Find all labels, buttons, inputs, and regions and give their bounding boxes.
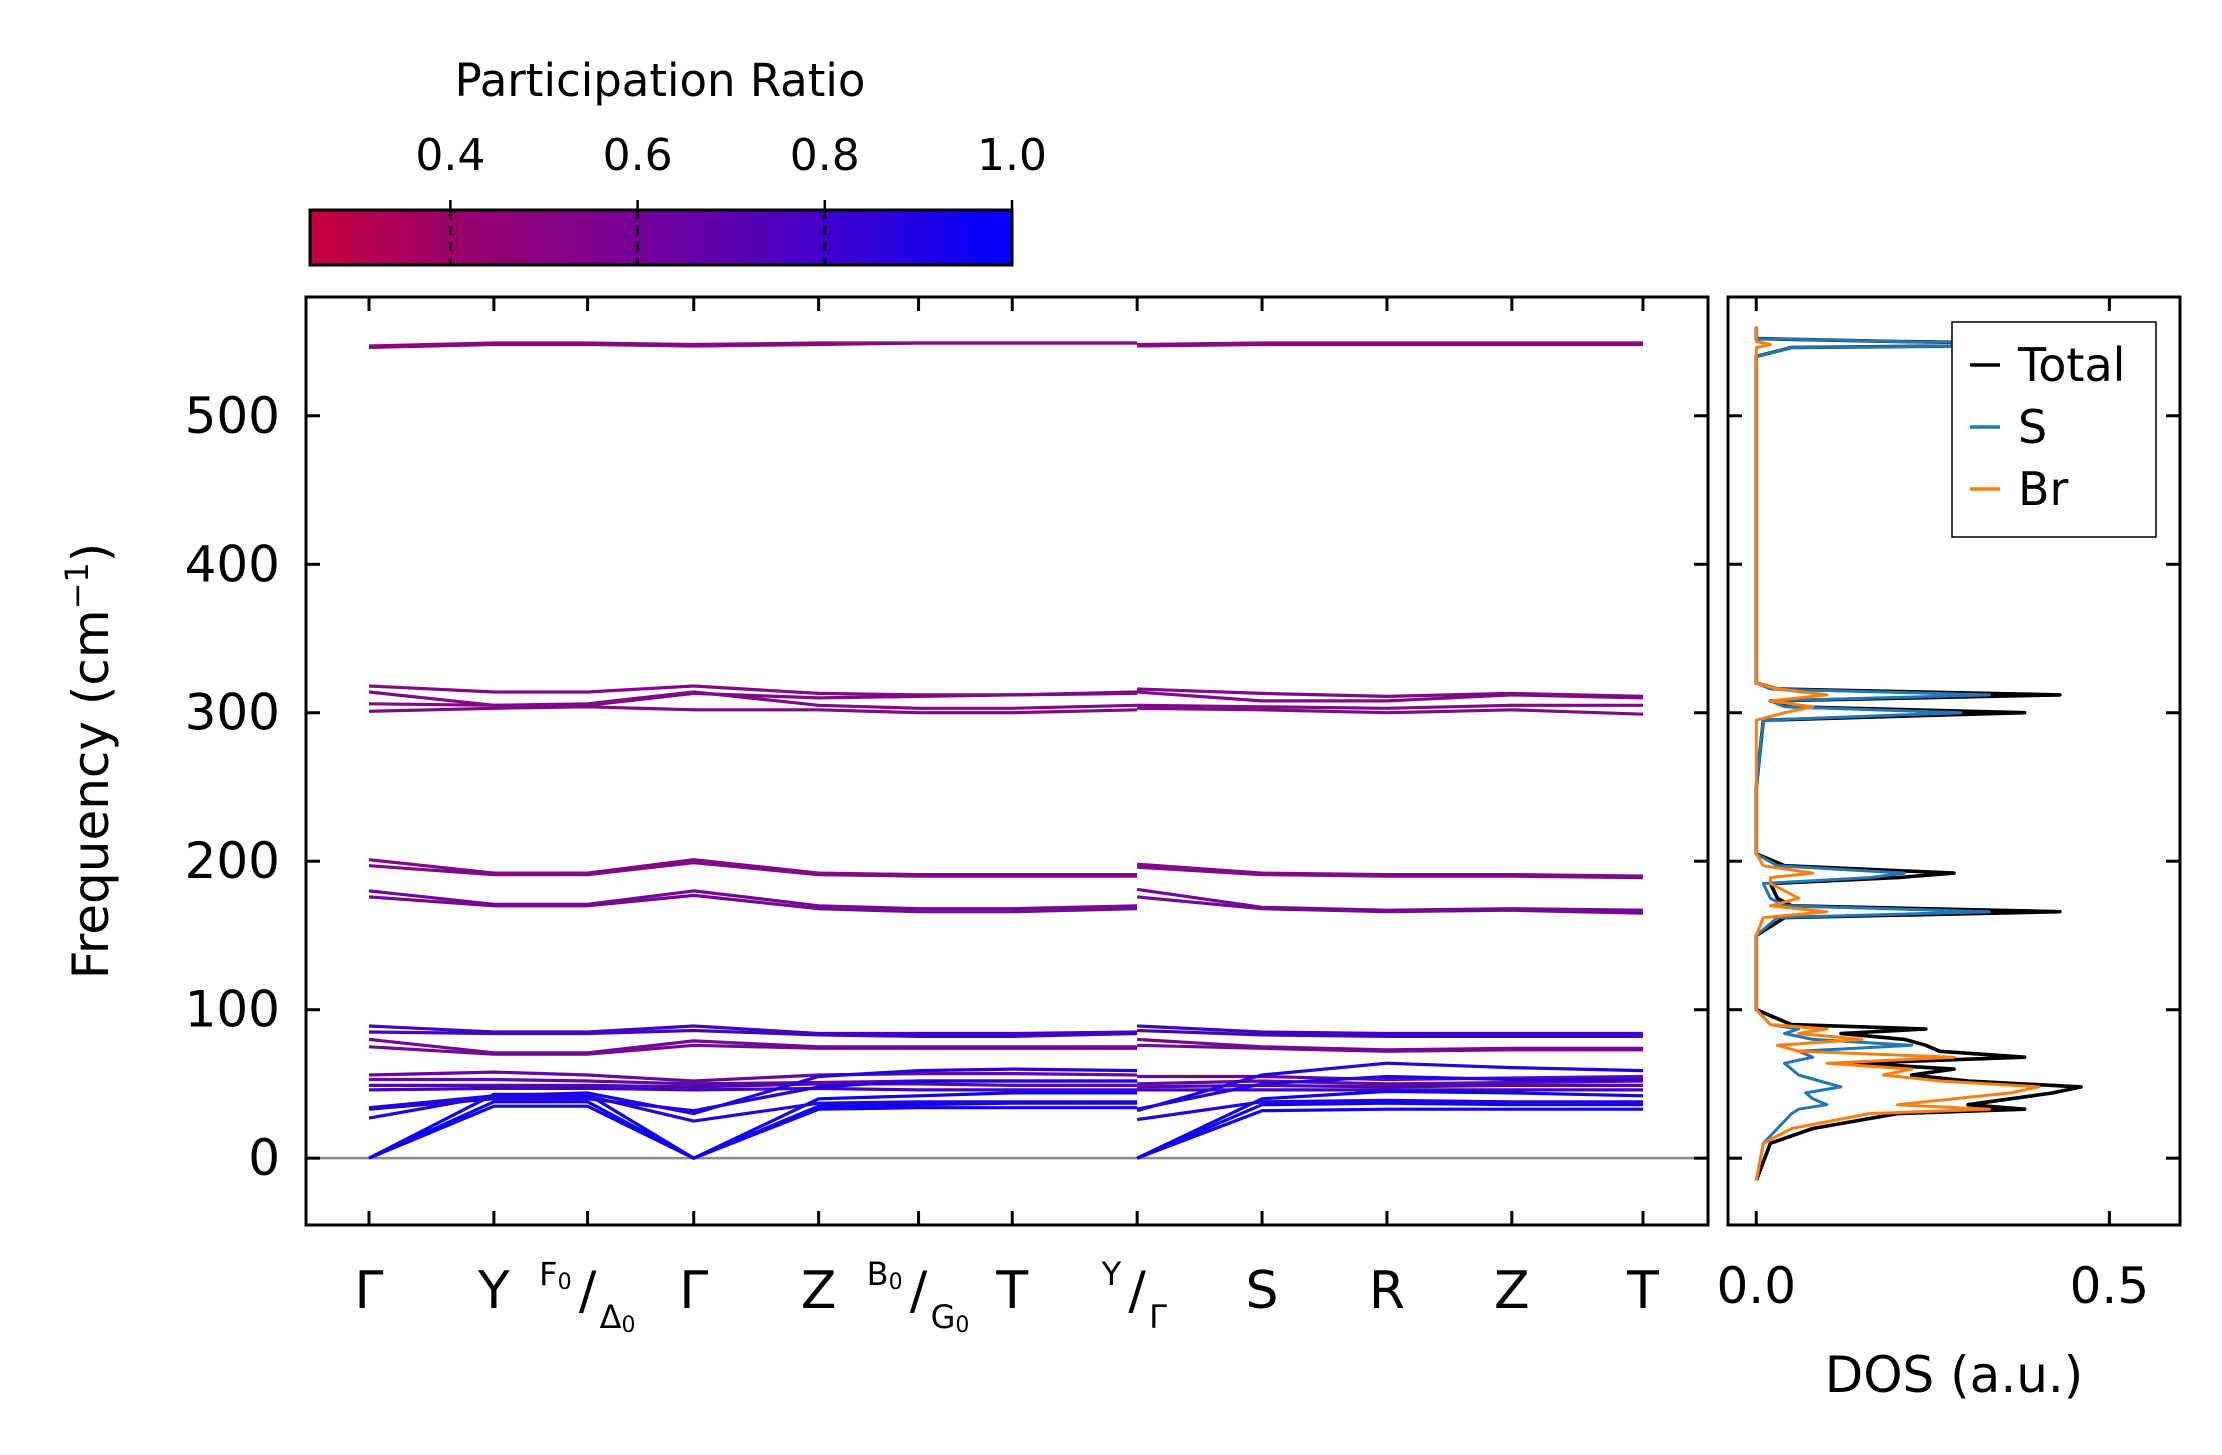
colorbar-title: Participation Ratio bbox=[455, 54, 866, 107]
kpoint-label: Y bbox=[477, 1261, 510, 1321]
phonon-band-line bbox=[1137, 342, 1643, 348]
phonon-band-line bbox=[368, 1104, 1138, 1160]
kpoint-label: Z bbox=[801, 1261, 837, 1321]
dos-curve-br bbox=[1754, 326, 2041, 1181]
dos-plot-frame bbox=[1726, 295, 2182, 1227]
phonon-band-line bbox=[1136, 1098, 1643, 1122]
kpoint-label: Γ bbox=[355, 1261, 384, 1321]
phonon-band-line bbox=[1137, 865, 1644, 880]
phonon-band-line bbox=[1136, 1089, 1644, 1160]
phonon-band-line bbox=[368, 861, 1138, 878]
legend-label-total: Total bbox=[2017, 338, 2125, 392]
phonon-band-line bbox=[368, 705, 1138, 715]
dos-x-axis-label: DOS (a.u.) bbox=[1825, 1346, 2084, 1404]
kpoint-label-slash: / bbox=[910, 1261, 928, 1321]
phonon-band-line bbox=[368, 690, 1138, 710]
phonon-band-line bbox=[1137, 703, 1643, 710]
phonon-band-line bbox=[369, 1082, 1138, 1089]
kpoint-label-slash: / bbox=[1128, 1261, 1146, 1321]
colorbar-gradient bbox=[308, 208, 1014, 267]
phonon-band-line bbox=[368, 1043, 1138, 1056]
kpoint-label: S bbox=[1246, 1261, 1279, 1321]
kpoint-label-upper: F0 bbox=[539, 1255, 571, 1295]
legend: Total S Br bbox=[1951, 321, 2157, 538]
kpoint-label-slash: / bbox=[579, 1261, 597, 1321]
phonon-band-line bbox=[1136, 887, 1644, 912]
band-y-tick-label: 100 bbox=[185, 981, 280, 1039]
band-y-ticks: 0 100 200 300 400 500 bbox=[185, 387, 1708, 1187]
phonon-band-line bbox=[1137, 1028, 1643, 1039]
phonon-band-line bbox=[1137, 1083, 1643, 1089]
kpoint-label: T bbox=[995, 1261, 1028, 1321]
band-y-tick-label: 500 bbox=[185, 387, 280, 445]
phonon-band-line bbox=[368, 341, 1138, 350]
band-y-tick-label: 400 bbox=[185, 535, 280, 593]
legend-label-s: S bbox=[2018, 400, 2047, 454]
phonon-band-line bbox=[1136, 1101, 1643, 1160]
kpoint-label-upper: Y bbox=[1101, 1255, 1122, 1293]
phonon-band-line bbox=[368, 1079, 1138, 1113]
phonon-band-line bbox=[1136, 690, 1644, 703]
dos-curves bbox=[1754, 326, 2147, 1182]
kpoint-label-lower: G0 bbox=[931, 1298, 970, 1338]
ylabel-superscript: −1 bbox=[58, 562, 96, 609]
band-x-ticks: Γ Y F0/Δ0Γ Z B0/G0T Y / Γ S R Z T bbox=[355, 297, 1659, 1338]
kpoint-label-upper: B0 bbox=[867, 1255, 903, 1295]
colorbar-tick-label: 0.8 bbox=[790, 130, 860, 181]
band-y-tick-label: 200 bbox=[185, 832, 280, 890]
phonon-band-line bbox=[368, 1086, 1138, 1092]
phonon-band-line bbox=[1137, 1079, 1644, 1086]
kpoint-label-lower: Γ bbox=[1149, 1298, 1167, 1336]
phonon-band-line bbox=[1137, 1043, 1643, 1053]
colorbar-tick-label: 0.6 bbox=[603, 130, 673, 181]
band-plot-frame bbox=[304, 295, 1710, 1227]
kpoint-label: T bbox=[1626, 1261, 1659, 1321]
phonon-band-line bbox=[368, 1070, 1138, 1083]
colorbar-tick-label: 1.0 bbox=[977, 130, 1047, 181]
dos-x-tick-label: 0.0 bbox=[1716, 1257, 1796, 1315]
kpoint-label-lower: Δ0 bbox=[600, 1298, 636, 1338]
kpoint-label: Z bbox=[1494, 1261, 1530, 1321]
legend-label-br: Br bbox=[2018, 462, 2069, 516]
ylabel-close: ) bbox=[62, 543, 120, 563]
legend-frame bbox=[1951, 321, 2157, 538]
phonon-band-line bbox=[1137, 1024, 1643, 1036]
phonon-band-line bbox=[1136, 1061, 1644, 1113]
band-y-axis-label: Frequency (cm−1) bbox=[58, 543, 120, 980]
colorbar: Participation Ratio 0.4 0.6 0.8 1.0 bbox=[308, 54, 1047, 267]
phonon-band-line bbox=[1136, 1074, 1643, 1111]
kpoint-label: Γ bbox=[679, 1261, 708, 1321]
dos-y-ticks bbox=[1728, 414, 2180, 1160]
dos-panel: 0.0 0.5 DOS (a.u.) Total S Br bbox=[1716, 295, 2182, 1404]
phonon-band-line bbox=[1137, 706, 1644, 716]
band-y-tick-label: 300 bbox=[185, 684, 280, 742]
dos-x-tick-label: 0.5 bbox=[2070, 1257, 2150, 1315]
phonon-band-line bbox=[1136, 1107, 1643, 1160]
phonon-band-line bbox=[368, 1094, 1138, 1123]
colorbar-ticks: 0.4 0.6 0.8 1.0 bbox=[415, 130, 1047, 265]
phonon-band-line bbox=[1136, 895, 1644, 915]
ylabel-main: Frequency (cm bbox=[62, 609, 120, 979]
phonon-band-line bbox=[368, 893, 1138, 914]
dos-x-ticks: 0.0 0.5 bbox=[1716, 297, 2149, 1315]
phonon-bands bbox=[368, 341, 1644, 1160]
colorbar-tick-label: 0.4 bbox=[415, 130, 485, 181]
phonon-band-line bbox=[368, 1028, 1138, 1039]
kpoint-label: R bbox=[1369, 1261, 1405, 1321]
phonon-band-line bbox=[1137, 1074, 1644, 1082]
band-y-tick-label: 0 bbox=[248, 1129, 280, 1187]
